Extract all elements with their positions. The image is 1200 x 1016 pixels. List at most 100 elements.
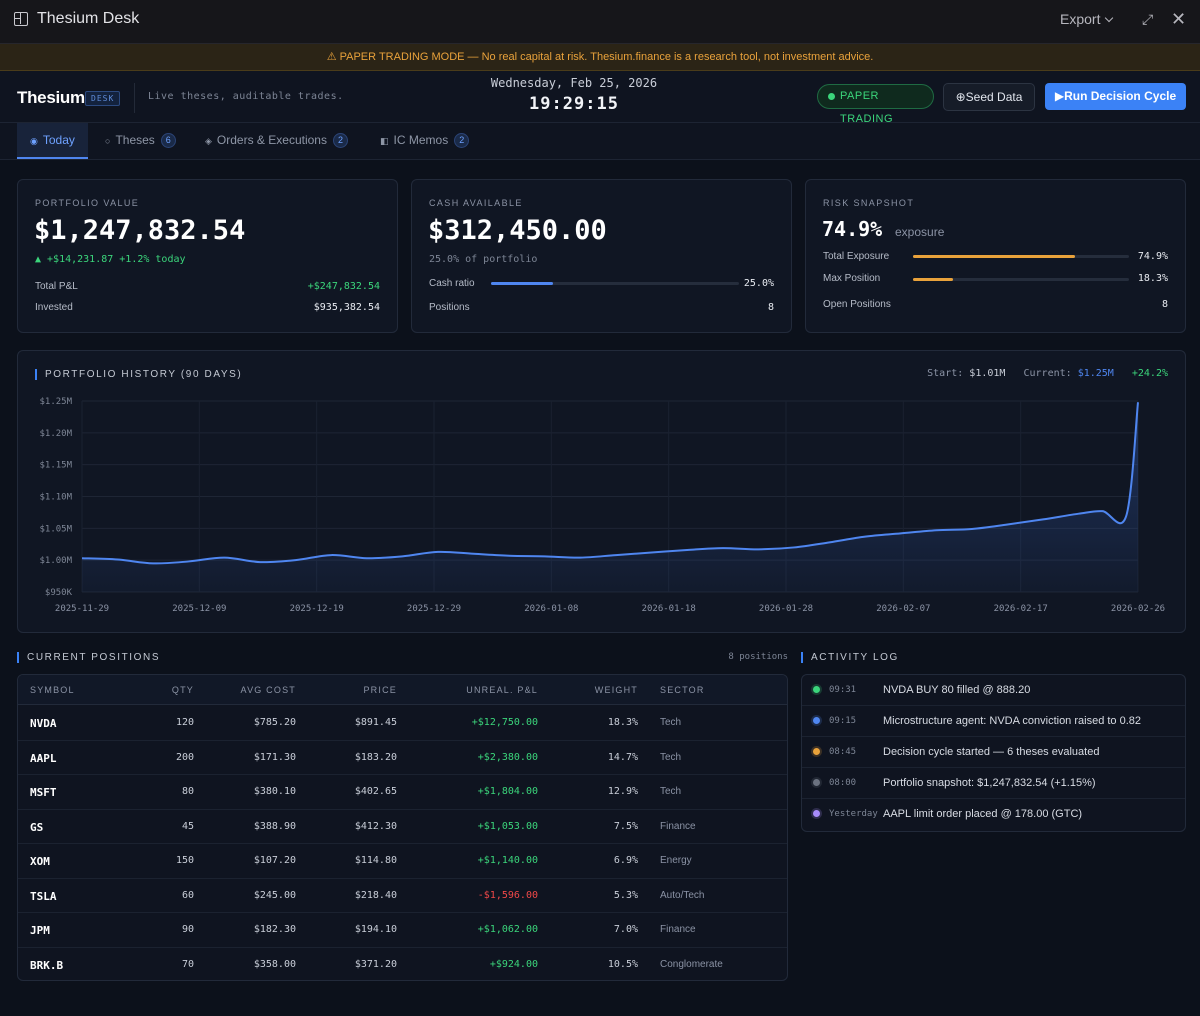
cell-sector: Tech (660, 717, 682, 728)
total-pnl-value: +$247,832.54 (307, 281, 380, 292)
brand-name: Thesium (17, 88, 85, 107)
close-icon[interactable]: ✕ (1171, 9, 1187, 29)
cell-price: $371.20 (354, 958, 397, 970)
tab-label: Theses (115, 133, 155, 147)
cell-qty: 150 (175, 855, 194, 866)
x-tick-label: 2025-11-29 (55, 604, 109, 614)
max-position-value: 18.3% (1137, 273, 1168, 284)
cell-avg-cost: $171.30 (253, 751, 296, 763)
risk-snapshot-card: RISK SNAPSHOT 74.9% exposure Total Expos… (805, 179, 1186, 333)
tab-ic-memos[interactable]: ◧ IC Memos 2 (380, 123, 470, 159)
cell-unrealized-pnl: +$1,804.00 (477, 786, 538, 797)
col-symbol[interactable]: SYMBOL (30, 685, 75, 695)
activity-message: Decision cycle started — 6 theses evalua… (883, 746, 1100, 758)
cell-symbol: XOM (30, 855, 50, 868)
activity-message: Portfolio snapshot: $1,247,832.54 (+1.15… (883, 777, 1096, 789)
activity-item[interactable]: 08:00 Portfolio snapshot: $1,247,832.54 (… (802, 768, 1185, 799)
tab-label: Today (42, 133, 75, 147)
portfolio-history-chart: $950K $1.00M $1.05M $1.10M $1.15M $1.20M $1.25… (39, 397, 1165, 614)
history-title: PORTFOLIO HISTORY (90 DAYS) (35, 369, 242, 380)
status-dot-icon (813, 717, 820, 724)
status-dot-icon (813, 686, 820, 693)
paper-trading-banner: ⚠ PAPER TRADING MODE — No real capital a… (0, 44, 1200, 71)
cell-weight: 7.0% (613, 924, 638, 935)
tab-orders[interactable]: ◈ Orders & Executions 2 (205, 123, 348, 159)
cell-symbol: MSFT (30, 786, 57, 799)
col-price[interactable]: PRICE (363, 685, 397, 695)
activity-item[interactable]: 09:15 Microstructure agent: NVDA convicti… (802, 706, 1185, 737)
positions-label: Positions (429, 302, 470, 313)
app-header: Thesium DESK Live theses, auditable trad… (0, 71, 1200, 125)
card-label: PORTFOLIO VALUE (35, 198, 140, 208)
cell-sector: Finance (660, 820, 696, 832)
activity-title: ACTIVITY LOG (801, 652, 899, 663)
current-date: Wednesday, Feb 25, 2026 (490, 76, 658, 90)
start-value: $1.01M (969, 368, 1006, 379)
x-tick-label: 2026-02-17 (994, 604, 1048, 614)
table-row[interactable]: AAPL 200 $171.30 $183.20 +$2,380.00 14.7% Tech (18, 741, 787, 775)
series-area (82, 402, 1138, 592)
total-pnl-label: Total P&L (35, 281, 78, 292)
table-row[interactable]: GS 45 $388.90 $412.30 +$1,053.00 7.5% Finance (18, 810, 787, 844)
cell-unrealized-pnl: +$12,750.00 (471, 717, 538, 728)
y-tick-label: $1.15M (39, 461, 72, 471)
activity-item[interactable]: 09:31 NVDA BUY 80 filled @ 888.20 (802, 675, 1185, 706)
cell-sector: Energy (660, 855, 692, 866)
brand-badge: DESK (85, 91, 121, 106)
tab-theses[interactable]: ○ Theses 6 (105, 123, 176, 159)
table-row[interactable]: BRK.B 70 $358.00 $371.20 +$924.00 10.5% Conglo… (18, 948, 787, 981)
total-exposure-fill (913, 255, 1075, 258)
tab-count-badge: 2 (454, 133, 470, 148)
risk-exposure-sub: exposure (895, 225, 945, 239)
risk-exposure-value: 74.9% (822, 217, 883, 241)
tab-count-badge: 2 (332, 133, 348, 148)
table-row[interactable]: TSLA 60 $245.00 $218.40 -$1,596.00 5.3% Auto/T… (18, 879, 787, 913)
col-avg-cost[interactable]: AVG COST (240, 685, 296, 695)
cell-symbol: BRK.B (30, 958, 64, 972)
total-exposure-label: Total Exposure (823, 251, 890, 262)
cell-avg-cost: $785.20 (253, 717, 296, 728)
col-weight[interactable]: WEIGHT (594, 685, 638, 695)
cell-symbol: GS (30, 820, 44, 834)
cell-price: $412.30 (354, 820, 397, 832)
table-row[interactable]: XOM 150 $107.20 $114.80 +$1,140.00 6.9% Energy (18, 844, 787, 879)
activity-time: 08:00 (829, 778, 857, 788)
col-qty[interactable]: QTY (171, 685, 194, 695)
table-row[interactable]: NVDA 120 $785.20 $891.45 +$12,750.00 18.3% Tec… (18, 706, 787, 741)
cell-symbol: AAPL (30, 751, 57, 765)
x-tick-label: 2026-02-07 (876, 604, 930, 614)
activity-item[interactable]: Yesterday AAPL limit order placed @ 178.0… (802, 799, 1185, 830)
cash-ratio-value: 25.0% (743, 278, 774, 289)
expand-icon[interactable]: ⤢ (1142, 11, 1154, 27)
export-menu-button[interactable]: Export (1060, 11, 1114, 27)
app-icon (14, 12, 28, 26)
max-position-label: Max Position (823, 273, 881, 284)
header-divider (134, 83, 135, 113)
current-value: $1.25M (1077, 368, 1114, 379)
cell-sector: Auto/Tech (660, 889, 705, 901)
cell-sector: Finance (660, 924, 696, 935)
activity-message: NVDA BUY 80 filled @ 888.20 (883, 684, 1031, 696)
cell-avg-cost: $182.30 (253, 924, 296, 935)
tab-today[interactable]: ◉ Today (17, 123, 88, 159)
activity-message: Microstructure agent: NVDA conviction ra… (883, 715, 1142, 727)
run-decision-cycle-button[interactable]: ▶Run Decision Cycle (1045, 83, 1186, 110)
y-tick-label: $1.00M (39, 556, 72, 566)
open-positions-label: Open Positions (823, 299, 891, 310)
cell-price: $891.45 (354, 717, 397, 728)
col-unrealized-pnl[interactable]: UNREAL. P&L (466, 685, 538, 695)
table-row[interactable]: JPM 90 $182.30 $194.10 +$1,062.00 7.0% Finance (18, 913, 787, 948)
orders-icon: ◈ (205, 136, 212, 146)
cell-avg-cost: $245.00 (253, 889, 296, 901)
activity-item[interactable]: 08:45 Decision cycle started — 6 theses e… (802, 737, 1185, 768)
seed-data-button[interactable]: ⊕Seed Data (943, 83, 1035, 111)
theses-icon: ○ (105, 136, 111, 146)
cash-ratio-bar (491, 282, 739, 285)
table-row[interactable]: MSFT 80 $380.10 $402.65 +$1,804.00 12.9% Tech (18, 775, 787, 810)
col-sector[interactable]: SECTOR (660, 685, 705, 695)
cell-qty: 120 (175, 717, 194, 728)
main-tabs: ◉ Today ○ Theses 6 ◈ Orders & Executions 2 ◧ I… (0, 123, 1200, 160)
chevron-down-icon (1105, 13, 1114, 23)
memo-icon: ◧ (380, 136, 389, 146)
positions-count-label: 8 positions (728, 652, 788, 662)
